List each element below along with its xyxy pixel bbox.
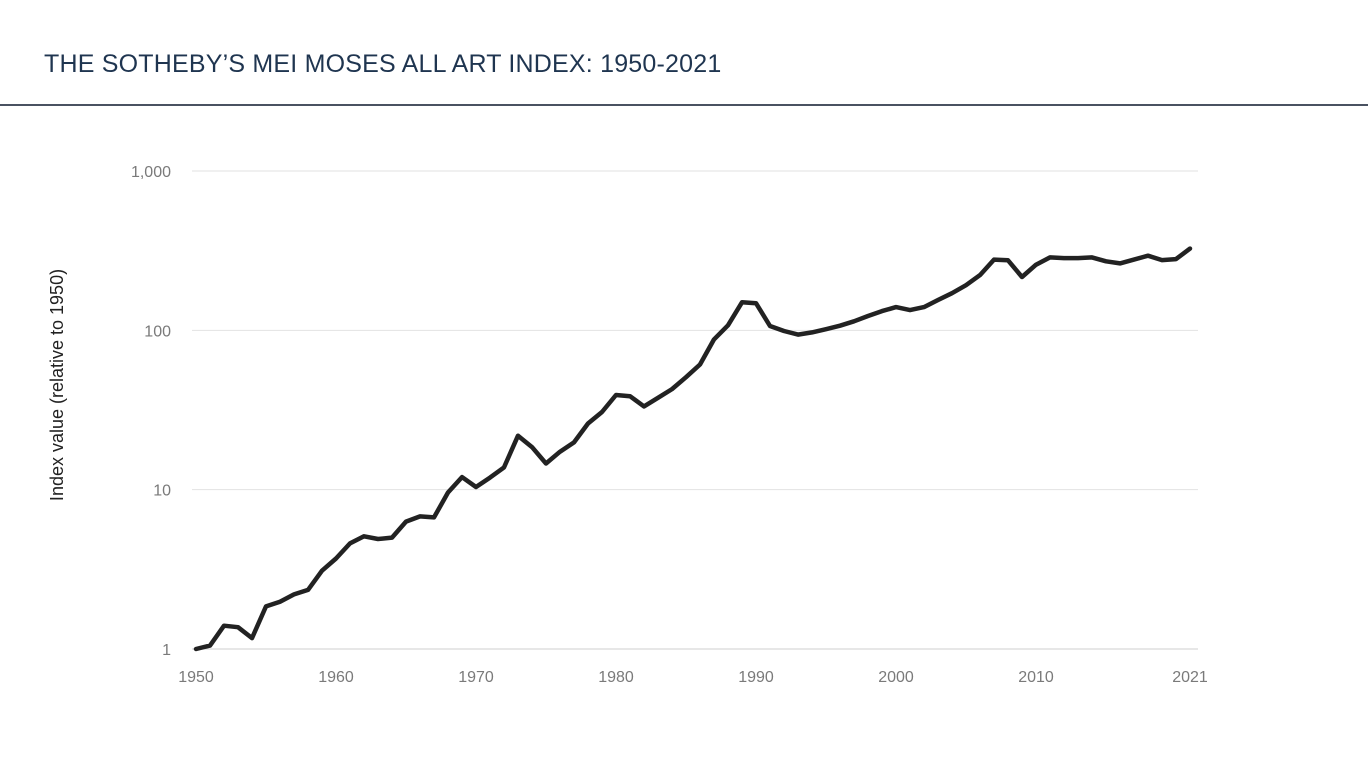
x-tick-label: 2010 <box>1018 669 1054 686</box>
chart-header: THE SOTHEBY’S MEI MOSES ALL ART INDEX: 1… <box>0 0 1368 106</box>
gridlines <box>192 170 1198 650</box>
y-tick-label: 10 <box>153 483 171 500</box>
y-tick-label: 1 <box>162 642 171 659</box>
x-tick-label: 1960 <box>318 669 354 686</box>
y-tick-label: 100 <box>144 323 171 340</box>
chart-title: THE SOTHEBY’S MEI MOSES ALL ART INDEX: 1… <box>44 50 722 78</box>
y-tick-label: 1,000 <box>131 164 171 181</box>
y-axis-title: Index value (relative to 1950) <box>47 269 67 501</box>
x-tick-label: 2021 <box>1172 669 1208 686</box>
x-tick-label: 1950 <box>178 669 214 686</box>
x-tick-labels: 1950 1960 1970 1980 1990 2000 2010 2021 <box>178 669 1208 686</box>
x-tick-label: 1970 <box>458 669 494 686</box>
x-tick-label: 2000 <box>878 669 914 686</box>
x-tick-label: 1980 <box>598 669 634 686</box>
series-group <box>193 246 1193 652</box>
x-tick-label: 1990 <box>738 669 774 686</box>
y-tick-labels: 1 10 100 1,000 <box>131 164 171 659</box>
title-divider <box>0 104 1368 106</box>
series-line <box>193 246 1193 652</box>
